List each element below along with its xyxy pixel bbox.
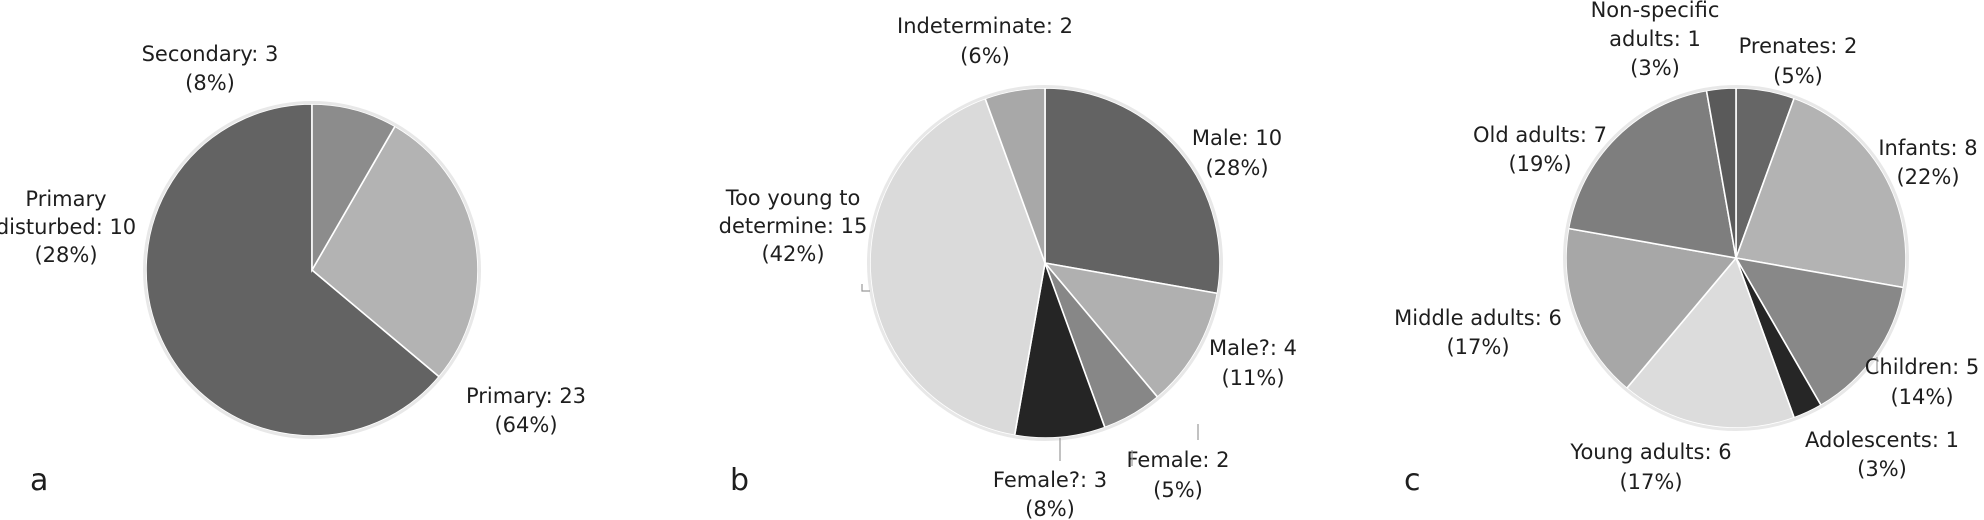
slice-label-middle-adults-percent: (17%) xyxy=(1446,335,1509,359)
slice-label-old-adults-percent: (19%) xyxy=(1508,152,1571,176)
slice-label-non-specific-adults: Non-specific xyxy=(1591,0,1720,22)
slice-label-male: Male: 10 xyxy=(1192,126,1282,150)
pie-panel-c: Prenates: 2 (5%) Infants: 8 (22%) Children: … xyxy=(1394,0,1979,498)
leader-line-too-young-to-determine xyxy=(861,284,870,292)
pie-slice-primary-disturbed xyxy=(310,125,479,378)
slice-label-young-adults: Young adults: 6 xyxy=(1569,440,1731,464)
slice-label-primary-disturbed: Primary xyxy=(25,187,106,211)
slice-label-too-young-to-determine: determine: 15 xyxy=(719,214,868,238)
slice-label-primary: Primary: 23 xyxy=(466,384,586,408)
slice-label-non-specific-adults: adults: 1 xyxy=(1609,27,1701,51)
slice-label-prenates-percent: (5%) xyxy=(1773,64,1823,88)
slice-label-young-adults-percent: (17%) xyxy=(1619,470,1682,494)
pie-outline xyxy=(143,101,481,439)
slice-label-too-young-to-determine-percent: (42%) xyxy=(761,242,824,266)
slice-label-children: Children: 5 xyxy=(1865,355,1980,379)
pie-slice-secondary xyxy=(311,103,397,273)
pie-slice-male xyxy=(1042,261,1219,399)
slice-label-primary-disturbed-percent: (28%) xyxy=(34,243,97,267)
slice-label-female-percent: (5%) xyxy=(1153,478,1203,502)
pie-panel-a: Primary: 23 (64%) Primary disturbed: 10 (28%… xyxy=(0,42,586,498)
pie-slice-young-adults xyxy=(1625,256,1796,429)
slice-label-male-percent: (28%) xyxy=(1205,156,1268,180)
pie-slice-male xyxy=(1044,87,1221,295)
pie-slice-primary xyxy=(145,103,441,437)
slice-label-non-specific-adults-percent: (3%) xyxy=(1630,56,1680,80)
slice-label-primary-percent: (64%) xyxy=(494,413,557,437)
pie-panel-b: Male: 10 (28%) Male?: 4 (11%) Female: 2 (5%) F… xyxy=(719,14,1297,520)
slice-label-too-young-to-determine: Too young to xyxy=(725,186,861,210)
pie-slice-infants xyxy=(1734,97,1907,289)
slice-label-secondary-percent: (8%) xyxy=(185,71,235,95)
pie-outline xyxy=(867,85,1223,441)
pie-slice-female xyxy=(1013,259,1106,439)
slice-label-male: Male?: 4 xyxy=(1209,336,1297,360)
slice-label-female: Female: 2 xyxy=(1126,448,1229,472)
slice-label-prenates: Prenates: 2 xyxy=(1739,34,1858,58)
slice-label-adolescents-percent: (3%) xyxy=(1857,457,1907,481)
panel-letter-a: a xyxy=(30,463,48,498)
slice-label-infants-percent: (22%) xyxy=(1896,165,1959,189)
slice-label-female: Female?: 3 xyxy=(993,468,1107,492)
slice-label-secondary: Secondary: 3 xyxy=(142,42,279,66)
panel-letter-c: c xyxy=(1404,463,1421,498)
slice-label-primary-disturbed: disturbed: 10 xyxy=(0,215,136,239)
pie-slice-middle-adults xyxy=(1565,227,1738,390)
slice-label-middle-adults: Middle adults: 6 xyxy=(1394,306,1562,330)
pie-slice-too-young-to-determine xyxy=(869,97,1046,437)
slice-label-adolescents: Adolescents: 1 xyxy=(1805,428,1959,452)
panel-letter-b: b xyxy=(730,463,749,498)
slice-label-female-percent: (8%) xyxy=(1025,497,1075,520)
slice-label-indeterminate-percent: (6%) xyxy=(960,44,1010,68)
slice-label-infants: Infants: 8 xyxy=(1878,136,1977,160)
slice-label-male-percent: (11%) xyxy=(1221,366,1284,390)
slice-label-old-adults: Old adults: 7 xyxy=(1473,123,1607,147)
slice-label-indeterminate: Indeterminate: 2 xyxy=(897,14,1073,38)
pie-outline xyxy=(1563,85,1909,431)
slice-label-children-percent: (14%) xyxy=(1890,385,1953,409)
pie-slice-children xyxy=(1734,256,1905,407)
